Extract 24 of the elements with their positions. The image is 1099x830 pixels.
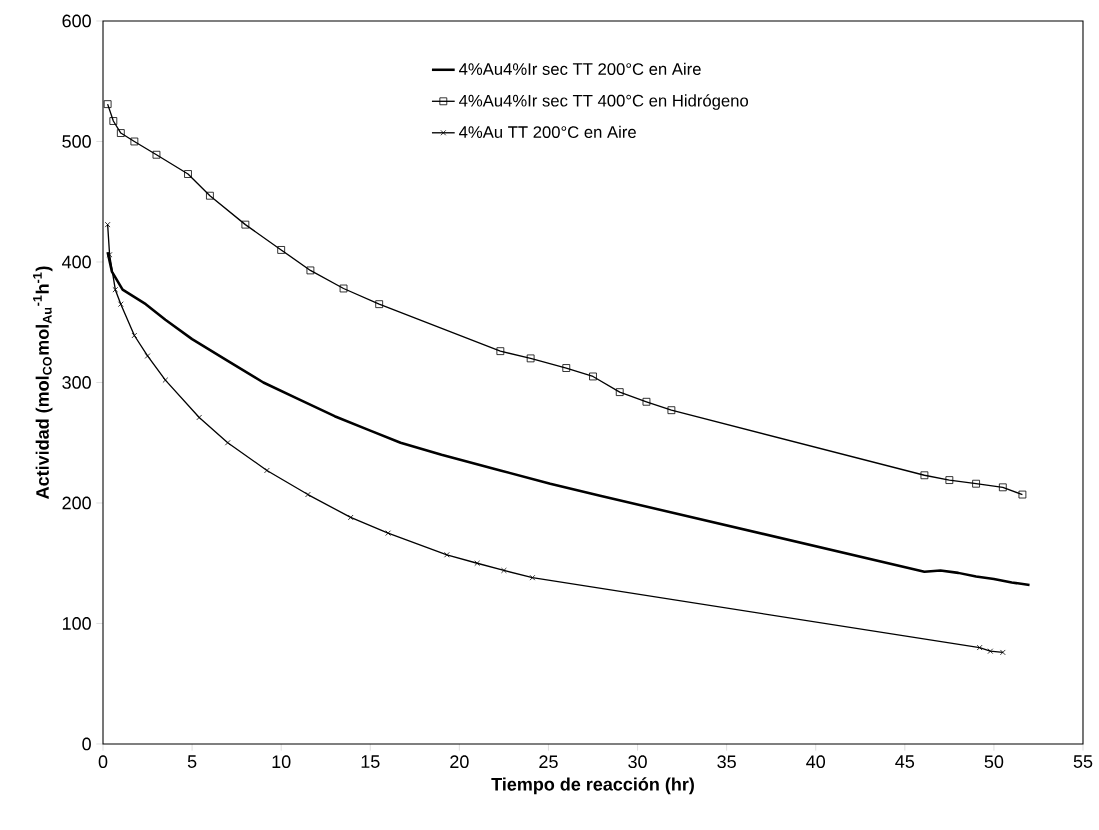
x-tick-label: 25 [539, 755, 558, 769]
x-tick-label: 20 [450, 755, 469, 769]
y-tick-label: 300 [62, 376, 91, 389]
y-tick-label: 0 [82, 737, 91, 751]
y-tick-label: 400 [62, 255, 91, 269]
y-tick-label: 600 [62, 14, 91, 28]
x-tick-label: 10 [272, 755, 291, 769]
x-tick-label: 30 [628, 755, 647, 769]
x-tick-label: 35 [717, 755, 736, 769]
x-tick-label: 45 [895, 755, 915, 768]
x-tick-label: 0 [98, 755, 108, 769]
legend-label: 4%Au TT 200°C en Aire [459, 125, 636, 138]
x-axis-title: Tiempo de reacción (hr) [491, 777, 694, 795]
y-axis-title: Actividad (mol$_{CO}$mol$_{Au}$$^{-1}$h$^{-1}$) [33, 266, 53, 499]
y-tick-label: 500 [62, 135, 91, 148]
x-tick-label: 40 [806, 755, 826, 769]
x-tick-label: 55 [1073, 755, 1093, 768]
legend-label: 4%Au4%Ir sec TT 400°C en Hidrógeno [459, 94, 749, 110]
y-tick-label: 100 [62, 617, 91, 630]
x-tick-label: 15 [361, 755, 380, 768]
legend-label: 4%Au4%Ir sec TT 200°C en Aire [459, 62, 701, 75]
x-tick-label: 50 [984, 755, 1004, 769]
x-tick-label: 5 [187, 755, 197, 768]
y-tick-label: 200 [62, 496, 91, 510]
